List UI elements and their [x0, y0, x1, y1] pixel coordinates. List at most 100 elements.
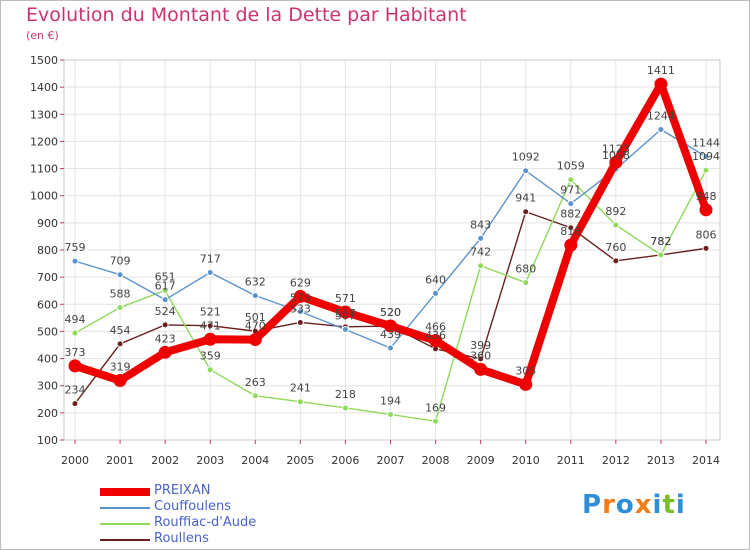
data-point	[567, 200, 575, 208]
data-point	[612, 257, 620, 265]
data-label: 709	[110, 255, 131, 268]
y-tick-label: 800	[37, 244, 58, 257]
data-point	[161, 321, 169, 329]
data-label: 651	[155, 270, 176, 283]
logo-letter: i	[652, 490, 663, 520]
data-point	[206, 322, 214, 330]
data-label: 454	[110, 324, 131, 337]
data-point	[522, 279, 530, 287]
logo-letter: x	[634, 490, 653, 520]
x-tick-label: 2003	[196, 454, 224, 467]
data-point	[387, 344, 394, 352]
data-point	[699, 203, 713, 217]
x-tick-label: 2000	[61, 454, 89, 467]
data-point	[702, 244, 710, 252]
data-point	[567, 224, 575, 232]
data-label: 507	[335, 310, 356, 323]
data-point	[116, 271, 124, 279]
data-label: 466	[425, 321, 446, 334]
data-label: 892	[605, 205, 626, 218]
data-labels: 234 454 524 521 501 533 517 520 436 399 941 882 760 7…	[65, 64, 721, 414]
y-tick-label: 700	[37, 271, 58, 284]
data-label: 717	[200, 253, 221, 266]
data-point	[477, 355, 485, 363]
data-point	[519, 377, 533, 391]
legend-label: Rouffiac-d'Aude	[154, 515, 257, 530]
data-point	[612, 221, 620, 229]
data-point	[161, 286, 169, 294]
data-label: 436	[425, 329, 446, 342]
data-point	[71, 257, 79, 265]
data-point	[522, 208, 530, 216]
data-label: 948	[696, 190, 717, 203]
y-tick-label: 1200	[30, 135, 58, 148]
data-label: 1123	[602, 142, 630, 155]
data-point	[248, 333, 262, 347]
data-label: 194	[380, 394, 401, 407]
data-label: 843	[470, 218, 491, 231]
data-label: 470	[245, 320, 266, 333]
data-point	[702, 153, 710, 161]
data-point	[338, 305, 352, 319]
x-tick-label: 2014	[692, 454, 720, 467]
x-tick-label: 2010	[512, 454, 540, 467]
legend-label: PREIXAN	[154, 483, 211, 498]
data-point	[71, 329, 79, 337]
data-label: 573	[290, 292, 311, 305]
data-point	[341, 326, 349, 334]
data-point	[654, 77, 668, 91]
data-label: 241	[290, 382, 311, 395]
data-label: 1411	[647, 64, 675, 77]
data-label: 360	[470, 349, 491, 362]
legend-label: Roullens	[154, 531, 209, 546]
data-point	[567, 176, 575, 184]
legend-label: Couffoulens	[154, 499, 232, 514]
data-point	[296, 308, 304, 316]
data-point	[609, 155, 623, 169]
data-label: 629	[290, 276, 311, 289]
data-label: 1244	[647, 109, 675, 122]
y-tick-label: 100	[37, 434, 58, 447]
data-point	[113, 374, 127, 388]
y-tick-label: 300	[37, 380, 58, 393]
x-tick-label: 2002	[151, 454, 179, 467]
data-point	[68, 359, 82, 373]
data-label: 359	[200, 350, 221, 363]
y-tick-label: 400	[37, 353, 58, 366]
data-point	[251, 292, 259, 300]
data-point	[158, 345, 172, 359]
y-tick-label: 1000	[30, 190, 58, 203]
x-tick-label: 2012	[602, 454, 630, 467]
y-tick-label: 500	[37, 325, 58, 338]
data-point	[251, 392, 259, 400]
data-label: 782	[650, 235, 671, 248]
data-label: 423	[155, 332, 176, 345]
data-label: 533	[290, 302, 311, 315]
x-tick-label: 2006	[331, 454, 359, 467]
x-tick-label: 2005	[286, 454, 314, 467]
logo-letter: r	[602, 490, 616, 520]
data-point	[296, 318, 304, 326]
data-label: 521	[200, 306, 221, 319]
data-label: 760	[605, 241, 626, 254]
data-label: 882	[560, 208, 581, 221]
data-label: 494	[65, 313, 86, 326]
data-label: 806	[696, 228, 717, 241]
data-label: 520	[380, 306, 401, 319]
y-tick-label: 1400	[30, 81, 58, 94]
data-label: 234	[65, 384, 86, 397]
data-label: 1094	[692, 150, 720, 163]
y-tick-label: 1300	[30, 108, 58, 121]
data-label: 501	[245, 311, 266, 324]
x-axis-ticks: 2000 2001 2002 2003 2004 2005 2006 2007 2008 2009…	[61, 440, 720, 467]
data-point	[116, 340, 124, 348]
data-point	[203, 332, 217, 346]
y-axis-ticks: 100 200 300 400 500 600 700 800 900 1000 1100 1200 1…	[30, 54, 64, 447]
data-point	[71, 400, 79, 408]
data-label: 218	[335, 388, 356, 401]
x-tick-label: 2008	[422, 454, 450, 467]
logo-letter: t	[662, 490, 676, 520]
logo-letter: P	[582, 490, 603, 520]
